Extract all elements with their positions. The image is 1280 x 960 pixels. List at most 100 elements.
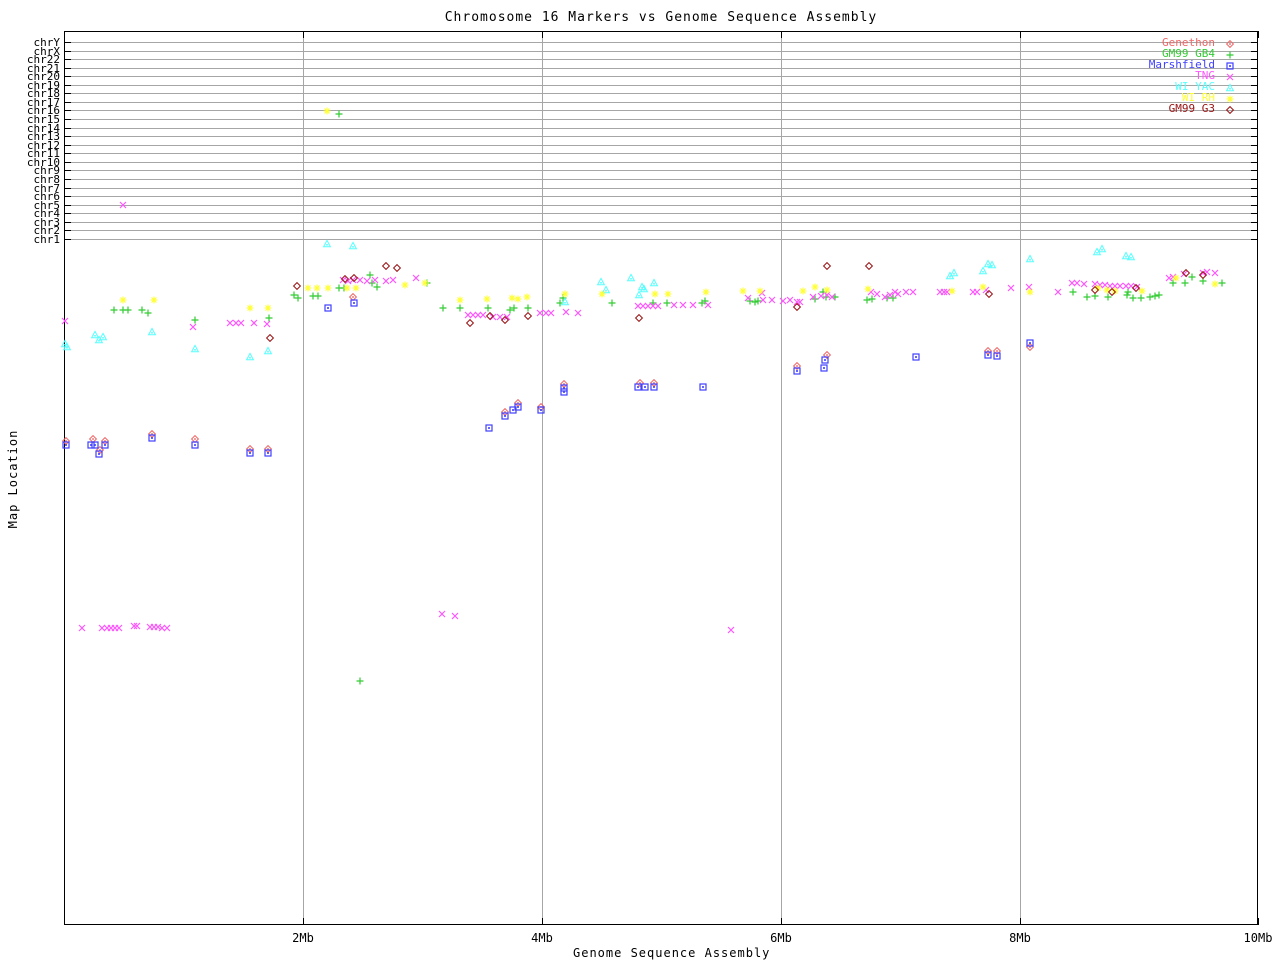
legend-label: GM99 GB4 <box>1162 47 1215 60</box>
point <box>400 280 410 290</box>
y-tick-label-chr15: chr15 <box>26 113 60 126</box>
y-tick-label-chr10: chr10 <box>26 156 60 169</box>
y-tick-label-chr21: chr21 <box>26 62 60 75</box>
point <box>351 283 361 293</box>
point <box>654 302 662 310</box>
point <box>78 624 86 632</box>
y-tick-label-chr1: chr1 <box>33 233 61 246</box>
point <box>482 294 492 304</box>
y-tick-label-chrY: chrY <box>33 36 61 49</box>
point <box>62 437 70 445</box>
legend-item-gm99-g3: GM99 G3 <box>0 103 1280 114</box>
point <box>323 239 331 248</box>
point <box>118 295 128 305</box>
point <box>190 315 200 325</box>
point <box>641 383 649 391</box>
y-tick-label-chr3: chr3 <box>33 216 61 229</box>
point <box>947 286 957 296</box>
point <box>699 383 707 391</box>
legend-label: Marshfield <box>1148 58 1215 71</box>
chart-title: Chromosome 16 Markers vs Genome Sequence… <box>444 10 878 25</box>
point <box>372 282 382 292</box>
point <box>101 437 109 445</box>
point <box>523 303 533 313</box>
point <box>303 283 313 293</box>
point <box>650 289 660 299</box>
legend-label: WI RH <box>1181 91 1215 104</box>
point <box>727 626 735 634</box>
point <box>245 303 255 313</box>
point <box>560 388 568 396</box>
point <box>978 282 988 292</box>
series-tng <box>61 201 1219 634</box>
point <box>371 276 379 284</box>
point <box>264 346 272 355</box>
point <box>1026 254 1034 263</box>
point <box>817 292 825 300</box>
point <box>342 283 352 293</box>
point <box>148 430 156 438</box>
point <box>662 298 672 308</box>
point <box>597 289 607 299</box>
point <box>349 241 357 250</box>
point <box>133 622 141 630</box>
point <box>560 380 568 388</box>
point <box>985 290 993 298</box>
point <box>607 298 617 308</box>
y-tick-label-chr5: chr5 <box>33 199 61 212</box>
point <box>115 624 123 632</box>
point <box>759 296 767 304</box>
point <box>501 408 509 416</box>
point <box>99 332 107 341</box>
y-tick-label-chr14: chr14 <box>26 122 60 135</box>
point <box>679 301 687 309</box>
point <box>1171 273 1181 283</box>
point <box>324 304 332 312</box>
point <box>988 260 996 269</box>
y-tick-label-chr18: chr18 <box>26 87 60 100</box>
legend-item-wi-rh: WI RH <box>0 91 1280 104</box>
point <box>123 305 133 315</box>
x-tick-label-10Mb: 10Mb <box>1243 931 1273 945</box>
point <box>704 301 712 309</box>
point <box>513 294 523 304</box>
point <box>862 295 872 305</box>
point <box>1025 287 1035 297</box>
y-tick-label-chr6: chr6 <box>33 190 61 203</box>
point <box>798 286 808 296</box>
point <box>823 262 831 270</box>
point <box>455 295 465 305</box>
series-wi-yac <box>61 239 1135 361</box>
point <box>574 309 582 317</box>
point <box>1054 288 1062 296</box>
legend-item-genethon: Genethon <box>0 37 1280 48</box>
series-marshfield <box>62 299 1034 458</box>
point <box>312 283 322 293</box>
x-axis-title: Genome Sequence Assembly <box>573 946 771 960</box>
point <box>350 299 358 307</box>
series-wi-rh <box>118 106 1220 313</box>
point <box>562 308 570 316</box>
point <box>455 303 465 313</box>
point <box>547 309 555 317</box>
point <box>466 319 474 327</box>
legend-item-tng: TNG <box>0 70 1280 81</box>
x-tick-label-6Mb: 6Mb <box>770 931 792 945</box>
point <box>109 305 119 315</box>
point <box>479 311 487 319</box>
point <box>597 277 605 286</box>
point <box>560 289 570 299</box>
point <box>786 296 794 304</box>
point <box>873 290 881 298</box>
point <box>1136 293 1146 303</box>
point <box>137 305 147 315</box>
point <box>293 282 301 290</box>
point <box>412 274 420 282</box>
point <box>701 287 711 297</box>
point <box>1217 278 1227 288</box>
y-tick-label-chr19: chr19 <box>26 79 60 92</box>
point <box>522 292 532 302</box>
point <box>635 314 643 322</box>
x-tick-label-8Mb: 8Mb <box>1009 931 1031 945</box>
point <box>438 610 446 618</box>
